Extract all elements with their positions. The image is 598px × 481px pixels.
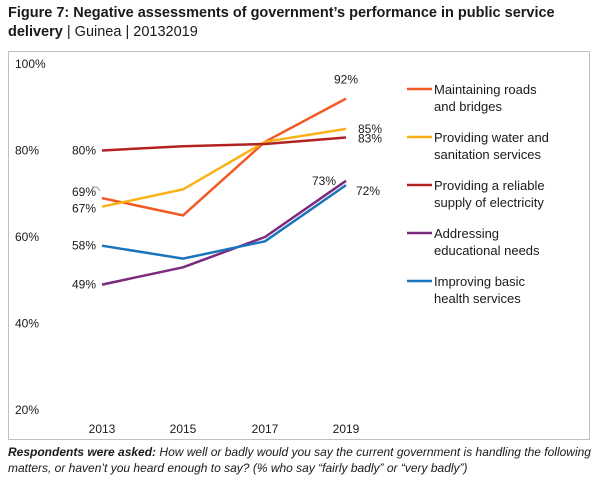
series-line [101, 179, 347, 286]
figure-title-block: Figure 7: Negative assessments of govern… [8, 4, 592, 42]
series-line [101, 184, 347, 260]
legend-label: educational needs [434, 243, 540, 258]
legend-label: and bridges [434, 99, 502, 114]
x-tick-label: 2019 [333, 422, 360, 436]
figure-country: Guinea [74, 24, 122, 40]
series-line [101, 127, 347, 208]
line-chart: 20% 40% 60% 80% 100% 2013 2015 2017 2019 69% 92% 67… [15, 57, 549, 436]
footnote: Respondents were asked: How well or badl… [8, 444, 592, 476]
data-label: 80% [72, 144, 96, 158]
data-label: 85% [358, 122, 382, 136]
title-separator: | [66, 24, 71, 40]
label-leader [92, 186, 101, 192]
legend-label: health services [434, 291, 521, 306]
series-line [101, 136, 347, 152]
y-tick-label: 20% [15, 403, 39, 417]
data-label: 58% [72, 239, 96, 253]
chart-frame: 20% 40% 60% 80% 100% 2013 2015 2017 2019 69% 92% 67… [8, 51, 590, 440]
data-label: 69% [72, 185, 96, 199]
data-label: 72% [356, 184, 380, 198]
x-tick-label: 2013 [89, 422, 116, 436]
data-label: 49% [72, 278, 96, 292]
data-label: 92% [334, 73, 358, 87]
y-tick-label: 100% [15, 57, 46, 71]
figure-title: Figure 7: Negative assessments of govern… [8, 5, 555, 40]
legend-label: Providing a reliable [434, 178, 545, 193]
data-label: 67% [72, 202, 96, 216]
data-label: 73% [312, 174, 336, 188]
x-tick-label: 2017 [252, 422, 279, 436]
series-line [101, 97, 347, 217]
legend-label: Addressing [434, 226, 499, 241]
legend-label: sanitation services [434, 147, 541, 162]
x-tick-label: 2015 [170, 422, 197, 436]
figure-years: 20132019 [133, 24, 198, 40]
footnote-lead: Respondents were asked: [8, 445, 157, 459]
y-tick-label: 80% [15, 144, 39, 158]
y-tick-label: 40% [15, 317, 39, 331]
data-label: 83% [358, 132, 382, 146]
legend-label: Providing water and [434, 130, 549, 145]
y-tick-label: 60% [15, 230, 39, 244]
legend-label: Maintaining roads [434, 82, 537, 97]
legend-label: supply of electricity [434, 195, 544, 210]
legend-label: Improving basic [434, 274, 526, 289]
footnote-text: How well or badly would you say the curr… [8, 445, 591, 475]
title-separator: | [125, 24, 130, 40]
